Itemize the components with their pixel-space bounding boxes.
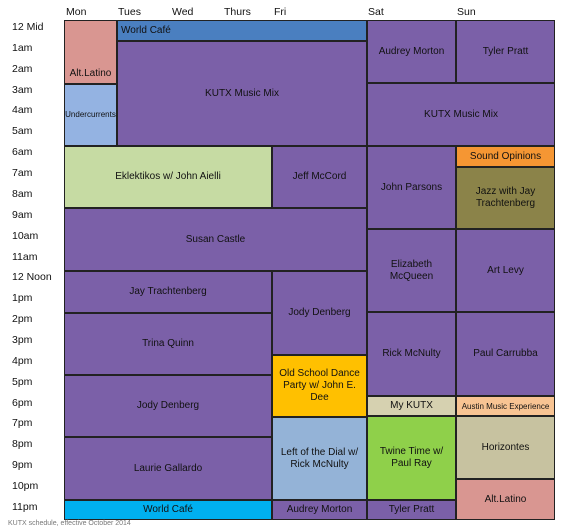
hour-label: 7am [12, 167, 33, 179]
hour-label: 11pm [12, 501, 38, 513]
day-label-sun: Sun [457, 6, 476, 18]
program-audrey-morton-sat[interactable]: Audrey Morton [367, 20, 456, 83]
program-trina-quinn[interactable]: Trina Quinn [64, 313, 272, 375]
program-tyler-pratt-sun[interactable]: Tyler Pratt [456, 20, 555, 83]
program-old-school-dance-party[interactable]: Old School Dance Party w/ John E. Dee [272, 355, 367, 417]
hour-label: 12 Mid [12, 21, 44, 33]
hour-label: 8am [12, 188, 33, 200]
day-label-wed: Wed [172, 6, 194, 18]
hour-label: 2am [12, 63, 33, 75]
program-world-cafe-top[interactable]: World Café [117, 20, 367, 41]
program-jody-denberg-weekday[interactable]: Jody Denberg [64, 375, 272, 437]
program-elizabeth-mcqueen[interactable]: Elizabeth McQueen [367, 229, 456, 312]
program-kutx-music-mix-weekend[interactable]: KUTX Music Mix [367, 83, 555, 146]
program-paul-carrubba[interactable]: Paul Carrubba [456, 312, 555, 396]
hour-label: 5am [12, 125, 33, 137]
program-alt-latino-sun[interactable]: Alt.Latino [456, 479, 555, 520]
program-susan-castle[interactable]: Susan Castle [64, 208, 367, 271]
program-eklektikos[interactable]: Eklektikos w/ John Aielli [64, 146, 272, 208]
program-jazz-with-jay[interactable]: Jazz with Jay Trachtenberg [456, 167, 555, 229]
hour-label: 11am [12, 251, 38, 263]
footnote: KUTX schedule, effective October 2014 [8, 520, 131, 527]
program-horizontes[interactable]: Horizontes [456, 416, 555, 479]
day-label-fri: Fri [274, 6, 287, 18]
program-rick-mcnulty[interactable]: Rick McNulty [367, 312, 456, 396]
hour-label: 4pm [12, 355, 33, 367]
program-audrey-morton-fri[interactable]: Audrey Morton [272, 500, 367, 520]
hour-label: 10pm [12, 480, 39, 492]
program-kutx-music-mix-weekday[interactable]: KUTX Music Mix [117, 41, 367, 146]
program-jay-trachtenberg-weekday[interactable]: Jay Trachtenberg [64, 271, 272, 313]
program-laurie-gallardo[interactable]: Laurie Gallardo [64, 437, 272, 500]
hour-label: 5pm [12, 376, 33, 388]
hour-label: 12 Noon [12, 271, 52, 283]
hour-label: 8pm [12, 438, 33, 450]
hour-label: 4am [12, 104, 33, 116]
hour-label: 1am [12, 42, 33, 54]
hour-label: 9pm [12, 459, 33, 471]
day-label-mon: Mon [66, 6, 87, 18]
program-my-kutx[interactable]: My KUTX [367, 396, 456, 416]
day-label-sat: Sat [368, 6, 384, 18]
hour-label: 3am [12, 84, 33, 96]
program-jody-denberg-fri[interactable]: Jody Denberg [272, 271, 367, 355]
program-undercurrents[interactable]: Undercurrents [64, 84, 117, 146]
program-sound-opinions[interactable]: Sound Opinions [456, 146, 555, 167]
hour-label: 2pm [12, 313, 33, 325]
hour-label: 6pm [12, 397, 33, 409]
hour-label: 1pm [12, 292, 33, 304]
day-label-thurs: Thurs [224, 6, 251, 18]
program-world-cafe-bottom[interactable]: World Café [64, 500, 272, 520]
hour-label: 9am [12, 209, 33, 221]
program-jeff-mccord[interactable]: Jeff McCord [272, 146, 367, 208]
program-left-of-the-dial[interactable]: Left of the Dial w/ Rick McNulty [272, 417, 367, 500]
program-art-levy[interactable]: Art Levy [456, 229, 555, 312]
hour-label: 7pm [12, 417, 33, 429]
program-austin-music-experience[interactable]: Austin Music Experience [456, 396, 555, 416]
program-alt-latino-mon[interactable]: Alt.Latino [64, 20, 117, 84]
program-twine-time[interactable]: Twine Time w/ Paul Ray [367, 416, 456, 500]
day-label-tues: Tues [118, 6, 141, 18]
hour-label: 6am [12, 146, 33, 158]
program-john-parsons[interactable]: John Parsons [367, 146, 456, 229]
program-tyler-pratt-sat[interactable]: Tyler Pratt [367, 500, 456, 520]
hour-label: 3pm [12, 334, 33, 346]
hour-label: 10am [12, 230, 39, 242]
